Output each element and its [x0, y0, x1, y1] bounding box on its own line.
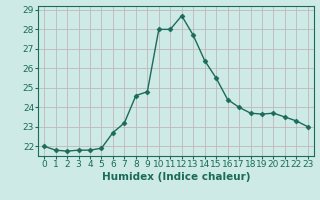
X-axis label: Humidex (Indice chaleur): Humidex (Indice chaleur) — [102, 172, 250, 182]
